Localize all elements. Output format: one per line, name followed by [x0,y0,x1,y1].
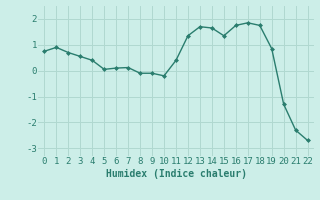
X-axis label: Humidex (Indice chaleur): Humidex (Indice chaleur) [106,169,246,179]
